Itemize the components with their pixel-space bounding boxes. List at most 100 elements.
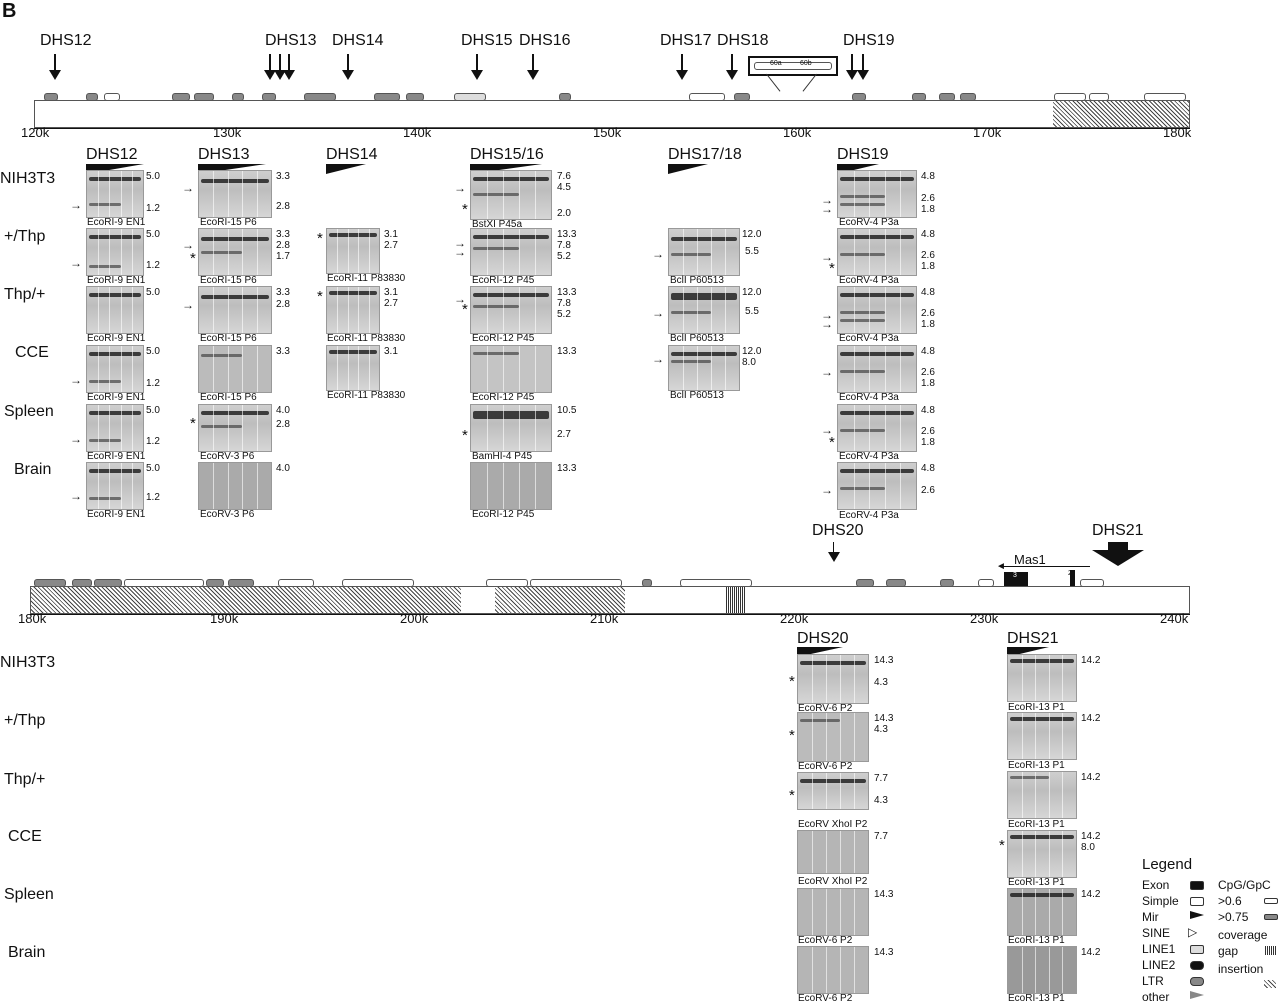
- lane-separator: [358, 229, 360, 273]
- left-arrow-icon: ◄: [996, 561, 1006, 572]
- blot-image: [198, 286, 272, 334]
- blot-image: [198, 345, 272, 393]
- blot-caption: EcoRI-12 P45: [472, 509, 535, 520]
- lane-separator: [227, 405, 229, 451]
- blot-image: [837, 286, 917, 334]
- legend-label: >0.75: [1218, 910, 1249, 924]
- blot-image: [1007, 888, 1077, 936]
- dhs-arrow: [846, 54, 858, 80]
- fragment-size: 2.6 1.8: [921, 426, 935, 448]
- lane-separator: [1048, 889, 1050, 935]
- lane-separator: [683, 287, 684, 333]
- blot-caption: EcoRI-15 P6: [200, 392, 257, 403]
- axis-tick: 130k: [213, 125, 242, 140]
- gene-direction-line: [1000, 566, 1090, 567]
- fragment-size: 3.1 2.7: [384, 229, 398, 251]
- fragment-size: 1.2: [146, 492, 160, 503]
- fragment-size: 3.3: [276, 346, 290, 357]
- arrow-marker: →: [821, 250, 833, 264]
- legend-label: >0.6: [1218, 894, 1242, 908]
- legend-label: CpG/GpC: [1218, 878, 1271, 892]
- column-title: DHS14: [326, 146, 378, 163]
- inset-connector: [766, 73, 781, 92]
- lane-separator: [503, 171, 504, 219]
- arrow-marker: →: [70, 198, 82, 212]
- blot-caption: EcoRI-9 EN1: [87, 217, 146, 228]
- lane-separator: [242, 171, 244, 217]
- blot-image: [86, 462, 144, 510]
- blot-image: [86, 170, 144, 218]
- lane-separator: [519, 229, 520, 275]
- blot-caption: EcoRI-9 EN1: [87, 392, 146, 403]
- lane-separator: [227, 287, 229, 333]
- lane-separator: [487, 463, 488, 509]
- lane-separator: [242, 346, 244, 392]
- star-marker: *: [789, 727, 795, 744]
- lane-separator: [1062, 655, 1064, 701]
- lane-separator: [884, 463, 886, 509]
- lane-separator: [256, 405, 258, 451]
- blot-image: [198, 462, 272, 510]
- inset-label: 60a: [770, 60, 782, 67]
- blot-image: [1007, 654, 1077, 702]
- lane-separator: [337, 229, 339, 273]
- lane-separator: [242, 405, 244, 451]
- lane-separator: [854, 655, 855, 703]
- fragment-size: 14.2: [1081, 713, 1101, 724]
- arrow-marker: →: [454, 292, 466, 306]
- lane-separator: [503, 346, 504, 392]
- dhs-arrow: [676, 54, 688, 80]
- arrow-marker: →: [821, 483, 833, 497]
- lane-separator: [131, 287, 133, 333]
- lane-separator: [854, 831, 855, 873]
- blot-caption: EcoRV-6 P2: [798, 935, 853, 946]
- lane-separator: [1035, 713, 1037, 759]
- fragment-size: 4.0: [276, 463, 290, 474]
- fragment-size: 12.0 8.0: [742, 346, 762, 368]
- lane-separator: [242, 229, 244, 275]
- fragment-size: 7.7 4.3: [874, 773, 888, 806]
- fragment-size: 5.5: [745, 246, 759, 257]
- cpg-high-swatch: [1264, 914, 1278, 920]
- blot-image: [470, 286, 552, 334]
- fragment-size: 4.8: [921, 229, 935, 240]
- blot-caption: EcoRV-4 P3a: [839, 333, 899, 344]
- lane-separator: [869, 346, 871, 392]
- fragment-size: 14.2: [1081, 947, 1101, 958]
- lane-separator: [358, 287, 360, 333]
- fragment-size: 4.8: [921, 171, 935, 182]
- blot-caption: EcoRI-12 P45: [472, 392, 535, 403]
- lane-separator: [812, 655, 813, 703]
- fragment-size: 2.8: [276, 201, 290, 212]
- column-title: DHS20: [797, 630, 849, 647]
- blot-image: [837, 462, 917, 510]
- lane-separator: [900, 229, 902, 275]
- blot-caption: EcoRI-13 P1: [1008, 993, 1065, 1004]
- lane-separator: [840, 831, 841, 873]
- lane-separator: [812, 713, 813, 761]
- lane-separator: [213, 171, 215, 217]
- blot-image: [198, 170, 272, 218]
- lane-separator: [227, 346, 229, 392]
- dhs-arrow: [726, 54, 738, 80]
- lane-separator: [131, 346, 133, 392]
- blot-image: [668, 286, 740, 334]
- blot-caption: EcoRI-15 P6: [200, 217, 257, 228]
- lane-separator: [347, 229, 349, 273]
- titration-wedge: [470, 164, 542, 174]
- column-title: DHS12: [86, 146, 138, 163]
- star-marker: *: [462, 301, 468, 318]
- repeat-feature-row: [30, 570, 1190, 587]
- lane-separator: [98, 287, 100, 333]
- lane-separator: [900, 287, 902, 333]
- blot-caption: EcoRI-11 P83830: [327, 273, 406, 284]
- lane-separator: [120, 287, 122, 333]
- fragment-size: 12.0: [742, 287, 762, 298]
- lane-separator: [131, 463, 133, 509]
- lane-separator: [487, 346, 488, 392]
- bottom-map-track: [30, 586, 1190, 614]
- blot-caption: EcoRI-12 P45: [472, 333, 535, 344]
- arrow-marker: →: [70, 489, 82, 503]
- lane-separator: [853, 229, 855, 275]
- column-title: DHS19: [837, 146, 889, 163]
